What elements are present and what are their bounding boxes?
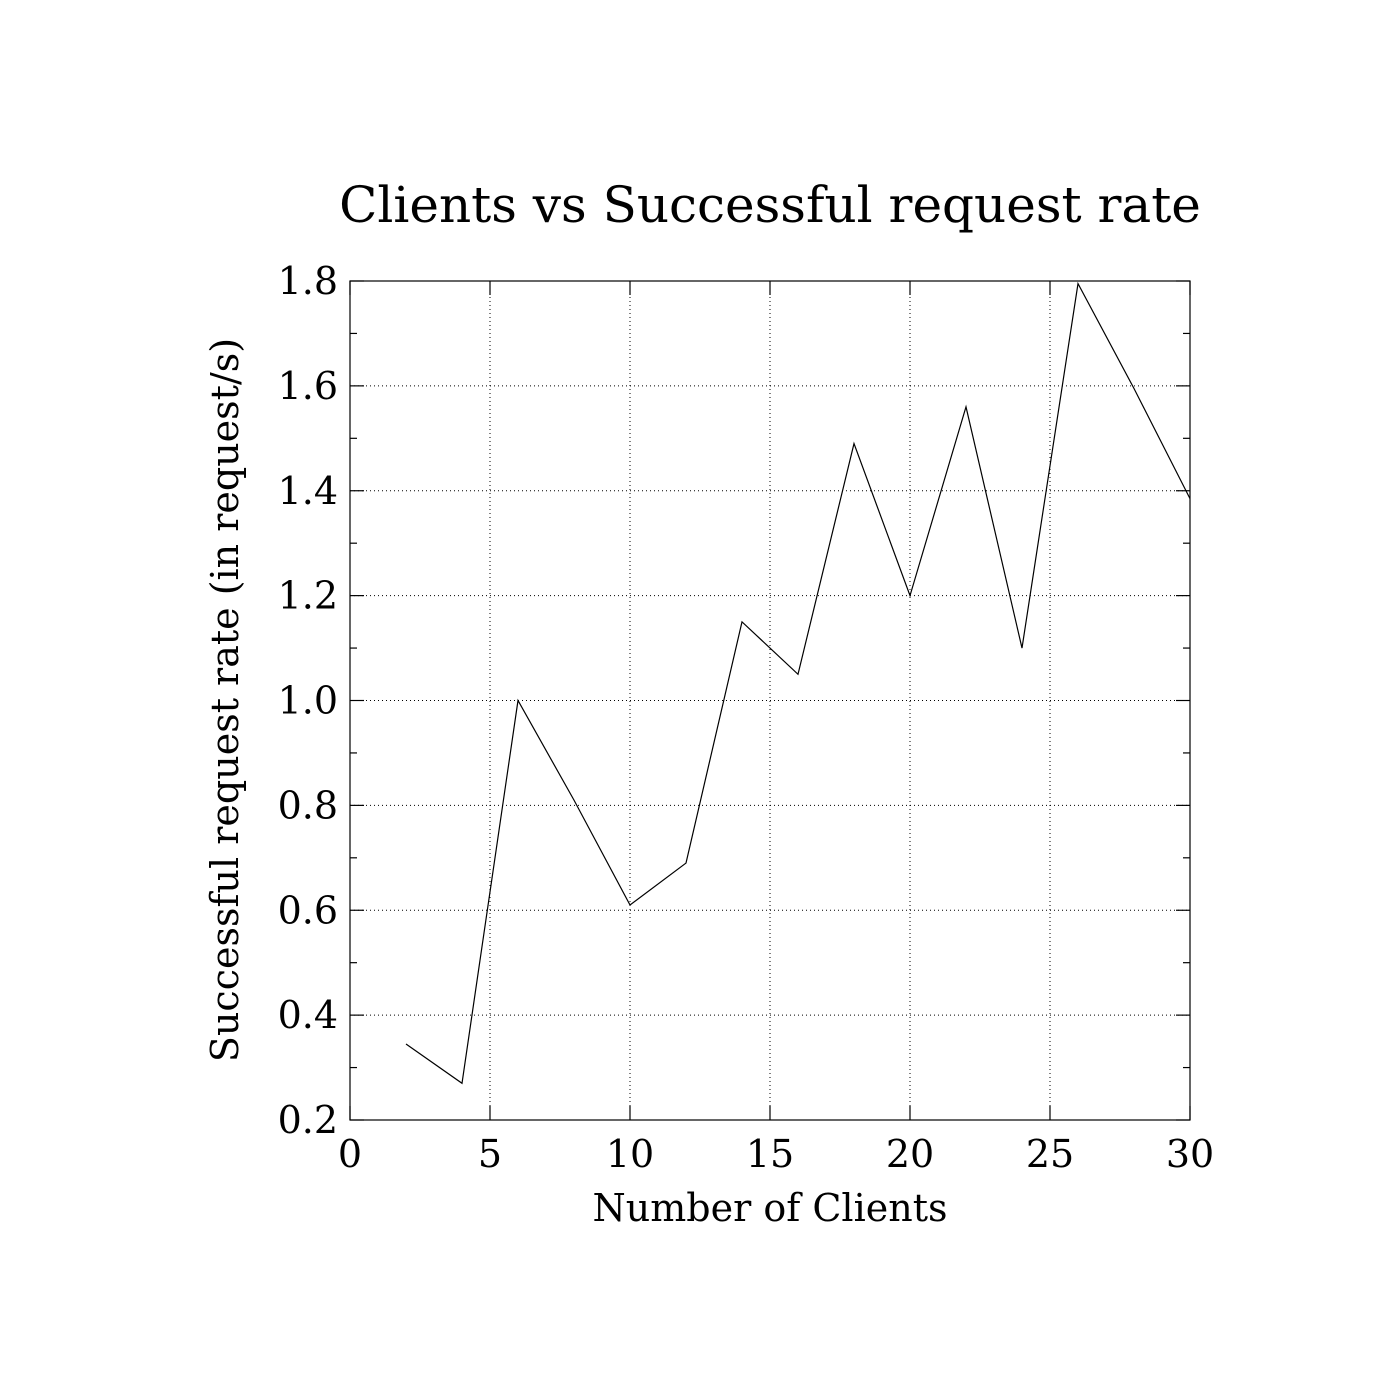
y-tick-label: 0.4 [278, 993, 338, 1037]
y-tick-label: 1.2 [278, 574, 338, 618]
x-tick-label: 15 [746, 1132, 794, 1176]
y-tick-label: 0.8 [278, 783, 338, 827]
y-axis-tick-labels: 0.2 0.4 0.6 0.8 1.0 1.2 1.4 1.6 1.8 [278, 259, 338, 1142]
x-tick-label: 0 [338, 1132, 362, 1176]
x-tick-label: 25 [1026, 1132, 1074, 1176]
y-tick-label: 0.6 [278, 888, 338, 932]
x-axis-tick-labels: 0 5 10 15 20 25 30 [338, 1132, 1214, 1176]
y-tick-label: 1.6 [278, 364, 338, 408]
plot-frame [349, 280, 1191, 1121]
x-tick-label: 30 [1166, 1132, 1214, 1176]
y-tick-label: 1.0 [278, 679, 338, 723]
grid-lines [350, 281, 1190, 1120]
y-axis-title: Successful request rate (in request/s) [203, 338, 247, 1062]
x-tick-label: 5 [478, 1132, 502, 1176]
x-tick-label: 20 [886, 1132, 934, 1176]
y-tick-label: 0.2 [278, 1098, 338, 1142]
series-line [405, 281, 1191, 1085]
x-tick-label: 10 [606, 1132, 654, 1176]
x-axis-title: Number of Clients [593, 1186, 948, 1230]
chart-title: Clients vs Successful request rate [339, 176, 1201, 234]
y-tick-label: 1.8 [278, 259, 338, 303]
y-tick-label: 1.4 [278, 469, 338, 513]
